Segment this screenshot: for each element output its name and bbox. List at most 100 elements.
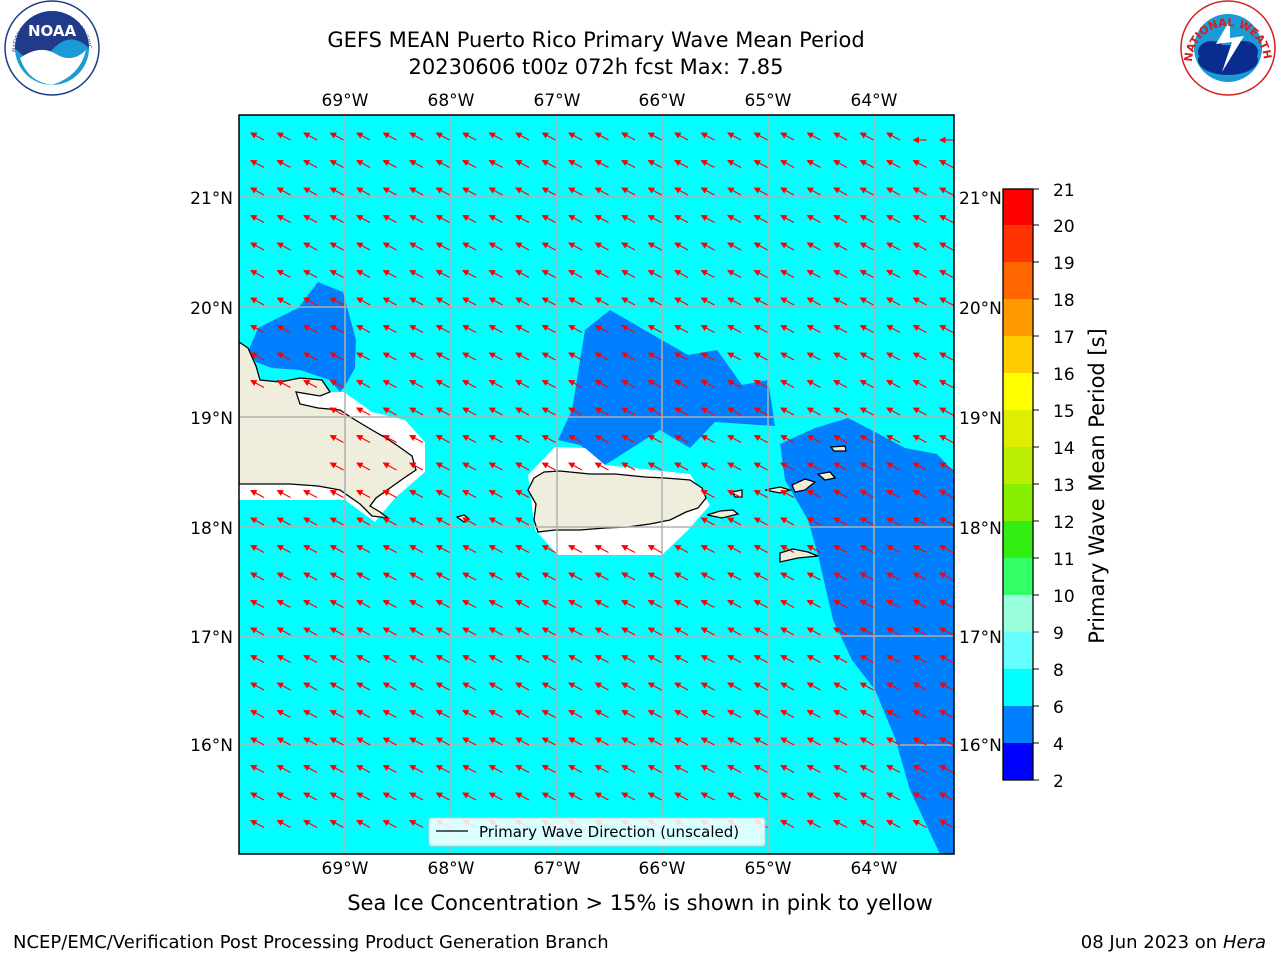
wave-arrow xyxy=(382,737,397,746)
wave-arrow xyxy=(912,489,927,498)
wave-arrow xyxy=(568,544,583,553)
wave-arrow xyxy=(488,544,503,553)
wave-arrow xyxy=(833,242,848,251)
wave-arrow xyxy=(541,462,556,471)
wave-arrow xyxy=(647,599,662,608)
wave-arrow xyxy=(621,159,636,168)
colorbar-segment xyxy=(1003,706,1033,743)
wave-arrow xyxy=(568,269,583,278)
wave-arrow xyxy=(329,682,344,691)
wave-arrow xyxy=(833,407,848,416)
wave-arrow xyxy=(303,819,318,828)
wave-arrow xyxy=(780,159,795,168)
wave-arrow xyxy=(594,159,609,168)
anegada xyxy=(829,445,847,452)
colorbar-tick-label: 20 xyxy=(1053,217,1075,237)
wave-arrow xyxy=(462,599,477,608)
colorbar-tick-label: 21 xyxy=(1053,181,1075,201)
wave-arrow xyxy=(568,599,583,608)
wave-arrow xyxy=(250,654,265,663)
wave-arrow xyxy=(409,434,424,443)
wave-arrow xyxy=(727,654,742,663)
wave-arrow xyxy=(276,159,291,168)
wave-arrow xyxy=(541,407,556,416)
wave-arrow xyxy=(329,407,344,416)
wave-arrow xyxy=(409,737,424,746)
wave-arrow xyxy=(250,187,265,196)
wave-arrow xyxy=(250,792,265,801)
wave-arrow xyxy=(276,517,291,526)
low-zone-northwest xyxy=(248,282,356,392)
wave-arrow xyxy=(488,737,503,746)
wave-arrow xyxy=(859,599,874,608)
wave-arrow xyxy=(515,517,530,526)
wave-arrow xyxy=(621,352,636,361)
wave-arrow xyxy=(780,269,795,278)
wave-arrow xyxy=(568,352,583,361)
colorbar-segment xyxy=(1003,447,1033,484)
wave-arrow xyxy=(462,792,477,801)
wave-arrow xyxy=(780,489,795,498)
wave-arrow xyxy=(912,792,927,801)
wave-arrow xyxy=(541,544,556,553)
wave-arrow xyxy=(409,764,424,773)
wave-arrow xyxy=(727,627,742,636)
wave-arrow xyxy=(647,654,662,663)
wave-arrow xyxy=(700,462,715,471)
lat-label: 16°N xyxy=(190,736,233,756)
wave-arrow xyxy=(435,159,450,168)
wave-arrow xyxy=(780,132,795,141)
wave-arrow xyxy=(753,434,768,443)
wave-arrow xyxy=(912,517,927,526)
wave-arrow xyxy=(435,132,450,141)
wave-arrow xyxy=(939,187,954,196)
wave-arrow xyxy=(859,627,874,636)
wave-arrow xyxy=(647,792,662,801)
wave-arrow xyxy=(541,682,556,691)
wave-arrow xyxy=(462,132,477,141)
wave-arrow xyxy=(409,159,424,168)
wave-arrow xyxy=(886,517,901,526)
wave-arrow xyxy=(382,187,397,196)
wave-direction-arrows xyxy=(250,132,954,828)
wave-arrow xyxy=(621,792,636,801)
wave-arrow xyxy=(859,187,874,196)
wave-arrow xyxy=(250,379,265,388)
wave-arrow xyxy=(621,682,636,691)
wave-arrow xyxy=(939,462,954,471)
wave-arrow xyxy=(806,187,821,196)
wave-arrow xyxy=(939,352,954,361)
wave-arrow xyxy=(568,462,583,471)
wave-arrow xyxy=(674,434,689,443)
wave-arrow xyxy=(594,352,609,361)
wave-arrow xyxy=(435,682,450,691)
wave-arrow xyxy=(276,709,291,718)
wave-arrow xyxy=(409,214,424,223)
wave-arrow xyxy=(647,764,662,773)
wave-arrow xyxy=(409,132,424,141)
wave-arrow xyxy=(409,324,424,333)
vieques xyxy=(706,509,740,519)
nws-logo: NATIONAL WEATHER SERVICE xyxy=(0,0,1276,96)
lat-label: 21°N xyxy=(190,189,233,209)
wave-arrow xyxy=(780,709,795,718)
wave-arrow xyxy=(541,709,556,718)
wave-arrow xyxy=(462,462,477,471)
wave-arrow xyxy=(753,214,768,223)
lat-label: 17°N xyxy=(959,628,1002,648)
wave-arrow xyxy=(647,242,662,251)
wave-arrow xyxy=(303,214,318,223)
wave-arrow xyxy=(303,352,318,361)
wave-arrow xyxy=(806,132,821,141)
wave-arrow xyxy=(594,214,609,223)
longitude-labels-top: 69°W 68°W 67°W 66°W 65°W 64°W xyxy=(322,91,898,111)
wave-arrow xyxy=(382,544,397,553)
wave-arrow xyxy=(276,242,291,251)
wave-arrow xyxy=(753,489,768,498)
wave-arrow xyxy=(488,572,503,581)
wave-arrow xyxy=(250,132,265,141)
wave-arrow xyxy=(409,709,424,718)
wave-arrow xyxy=(303,242,318,251)
wave-arrow xyxy=(753,764,768,773)
wave-arrow xyxy=(647,737,662,746)
